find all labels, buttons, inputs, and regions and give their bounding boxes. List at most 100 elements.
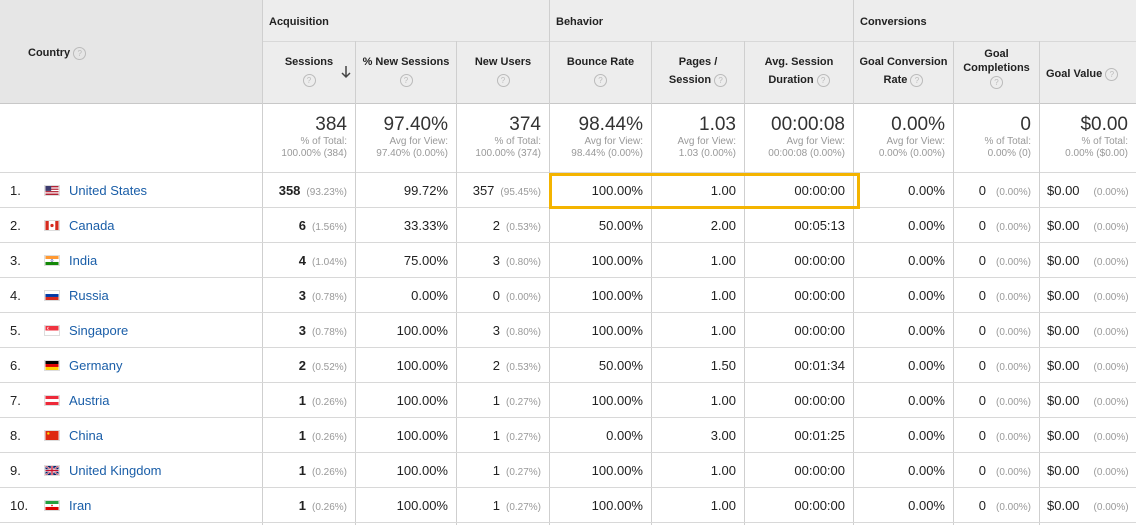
country-header-bg — [0, 0, 263, 103]
goal-completions-value: 0 — [978, 463, 986, 478]
column-label-gc-line2: Completions — [963, 62, 1030, 74]
sessions-percent: (0.26%) — [311, 397, 347, 408]
goal-value-value: $0.00 — [1047, 358, 1080, 373]
new-users-value: 1 — [492, 393, 500, 408]
help-icon[interactable]: ? — [550, 71, 651, 89]
flag-in-icon — [44, 255, 60, 266]
help-icon[interactable]: ? — [73, 46, 87, 60]
sessions-value: 1 — [298, 393, 306, 408]
cell-goal-completions: 0 (0.00%) — [954, 348, 1031, 383]
cell-goal-value: $0.00 (0.00%) — [1047, 243, 1136, 278]
cell-avg-duration: 00:00:00 — [794, 463, 845, 478]
new-users-value: 2 — [492, 358, 500, 373]
row-divider — [0, 347, 1136, 348]
table-row: 9. United Kingdom 1 (0.26%) 100.00% 1 (0.27%) 1… — [0, 453, 1136, 488]
table-row: 8. China 1 (0.26%) 100.00% 1 (0.27%) 0.00% 3.00 0… — [0, 418, 1136, 453]
total-goal-completions: 0% of Total: 0.00% (0) — [984, 114, 1031, 159]
cell-goal-value: $0.00 (0.00%) — [1047, 278, 1136, 313]
help-icon[interactable]: ? — [1105, 67, 1119, 81]
column-header-new-users[interactable]: New Users ? — [457, 53, 549, 89]
cell-avg-duration: 00:00:00 — [794, 323, 845, 338]
cell-new-users: 2 (0.53%) — [457, 208, 541, 243]
cell-goal-conversion-rate: 0.00% — [908, 323, 945, 338]
table-row: 7. Austria 1 (0.26%) 100.00% 1 (0.27%) 100.00% 1… — [0, 383, 1136, 418]
new-users-value: 1 — [492, 428, 500, 443]
goal-value-percent: (0.00%) — [1093, 187, 1129, 198]
goal-completions-value: 0 — [978, 288, 986, 303]
help-icon[interactable]: ? — [263, 71, 355, 89]
cell-goal-completions: 0 (0.00%) — [954, 243, 1031, 278]
column-header-goal-completions[interactable]: Goal Completions ? — [954, 47, 1039, 89]
country-link[interactable]: United Kingdom — [69, 463, 162, 478]
new-users-value: 0 — [492, 288, 500, 303]
help-icon[interactable]: ? — [457, 71, 549, 89]
help-icon[interactable]: ? — [714, 73, 728, 87]
new-users-percent: (95.45%) — [500, 187, 541, 198]
cell-goal-completions: 0 (0.00%) — [954, 313, 1031, 348]
country-link[interactable]: United States — [69, 183, 148, 198]
cell-goal-value: $0.00 (0.00%) — [1047, 488, 1136, 523]
cell-avg-duration: 00:00:00 — [794, 498, 845, 513]
goal-completions-percent: (0.00%) — [995, 362, 1031, 373]
column-label-duration-line2: Duration — [768, 74, 814, 86]
country-link[interactable]: Canada — [69, 218, 115, 233]
group-behavior: Behavior — [556, 16, 604, 28]
cell-new-users: 0 (0.00%) — [457, 278, 541, 313]
new-users-value: 1 — [492, 498, 500, 513]
column-header-pages-session[interactable]: Pages / Session ? — [652, 53, 744, 89]
cell-goal-value: $0.00 (0.00%) — [1047, 173, 1136, 208]
help-icon[interactable]: ? — [816, 73, 830, 87]
cell-new-users: 357 (95.45%) — [457, 173, 541, 208]
row-index: 1. — [10, 183, 21, 198]
cell-new-sessions: 100.00% — [396, 463, 448, 478]
help-icon[interactable]: ? — [356, 71, 456, 89]
new-users-percent: (0.27%) — [505, 502, 541, 513]
country-link[interactable]: Austria — [69, 393, 110, 408]
goal-completions-percent: (0.00%) — [995, 222, 1031, 233]
cell-new-users: 2 (0.53%) — [457, 348, 541, 383]
cell-new-sessions: 100.00% — [396, 428, 448, 443]
row-divider — [0, 382, 1136, 383]
column-header-goal-value[interactable]: Goal Value ? — [1046, 65, 1119, 83]
column-label-new-sessions: % New Sessions — [362, 56, 450, 68]
goal-completions-percent: (0.00%) — [995, 292, 1031, 303]
column-header-bounce-rate[interactable]: Bounce Rate ? — [550, 53, 651, 89]
flag-gb-icon — [44, 465, 60, 476]
help-icon[interactable]: ? — [954, 75, 1039, 89]
group-conversions: Conversions — [860, 16, 927, 28]
column-header-avg-session-duration[interactable]: Avg. Session Duration ? — [745, 53, 853, 89]
country-link[interactable]: China — [69, 428, 103, 443]
column-header-goal-conversion-rate[interactable]: Goal Conversion Rate ? — [854, 53, 953, 89]
goal-completions-percent: (0.00%) — [995, 187, 1031, 198]
cell-bounce-rate: 100.00% — [591, 463, 643, 478]
country-link[interactable]: Singapore — [69, 323, 129, 338]
country-link[interactable]: India — [69, 253, 98, 268]
country-link[interactable]: Germany — [69, 358, 123, 373]
cell-goal-conversion-rate: 0.00% — [908, 428, 945, 443]
column-header-country[interactable]: Country ? — [28, 44, 87, 62]
country-link[interactable]: Russia — [69, 288, 109, 303]
cell-avg-duration: 00:01:34 — [794, 358, 845, 373]
goal-value-percent: (0.00%) — [1093, 292, 1129, 303]
cell-goal-value: $0.00 (0.00%) — [1047, 418, 1136, 453]
column-header-sessions[interactable]: Sessions ? — [263, 53, 355, 89]
row-divider — [0, 522, 1136, 523]
arrow-down-icon[interactable] — [341, 65, 351, 79]
cell-new-users: 1 (0.27%) — [457, 453, 541, 488]
goal-value-percent: (0.00%) — [1093, 432, 1129, 443]
country-link[interactable]: Iran — [69, 498, 92, 513]
flag-cn-icon — [44, 430, 60, 441]
column-label-bounce-rate: Bounce Rate — [566, 56, 635, 68]
column-header-new-sessions[interactable]: % New Sessions ? — [356, 53, 456, 89]
help-icon[interactable]: ? — [910, 73, 924, 87]
cell-sessions: 3 (0.78%) — [263, 313, 347, 348]
cell-goal-conversion-rate: 0.00% — [908, 498, 945, 513]
cell-bounce-rate: 100.00% — [591, 183, 643, 198]
cell-goal-completions: 0 (0.00%) — [954, 278, 1031, 313]
total-goal-conversion-rate: 0.00% Avg for View: 0.00% (0.00%) — [878, 114, 945, 159]
cell-bounce-rate: 50.00% — [598, 358, 643, 373]
row-divider — [0, 312, 1136, 313]
cell-new-sessions: 100.00% — [396, 323, 448, 338]
goal-value-value: $0.00 — [1047, 463, 1080, 478]
cell-avg-duration: 00:00:00 — [794, 183, 845, 198]
